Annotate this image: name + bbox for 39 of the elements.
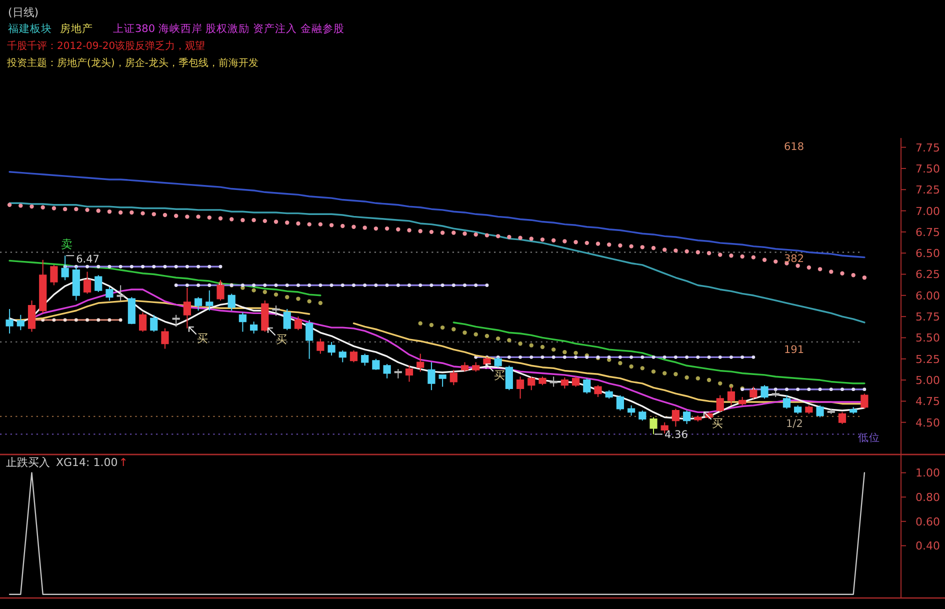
y-tick-label: 7.50 [916,162,940,176]
y-tick-label: 0.80 [916,491,940,504]
y-tick-label: 7.00 [916,204,940,218]
y-tick-label: 5.00 [916,374,940,388]
y-tick-label: 5.25 [916,352,940,366]
text: XG14: 1.00 [56,456,118,469]
y-tick-label: 7.25 [916,184,940,197]
text: 福建板块 [8,22,52,35]
annotation: 618 [784,141,804,153]
y-tick-label: 5.75 [916,310,940,324]
annotation: 382 [784,253,804,265]
annotation: 买 [712,417,723,430]
text: 6.47 [76,254,100,266]
chart-title: (日线) [8,6,39,19]
chart-title: 止跌买入 [6,456,50,469]
y-tick-label: 4.50 [916,416,940,430]
annotation: 买 [276,333,287,346]
y-tick-label: 7.75 [916,141,940,154]
text: 上证380 海峡西岸 股权激励 资产注入 金融参股 [113,22,344,35]
annotation: 买 [494,369,505,382]
text: 千股千评：2012-09-20该股反弹乏力，观望 [7,40,206,52]
ref-line-label: 低位 [858,432,880,444]
y-tick-label: 1.00 [916,466,940,480]
annotation: 1/2 [786,418,803,430]
y-tick-label: 4.75 [916,395,940,408]
annotation: 191 [784,344,804,356]
annotation: 买 [197,332,208,345]
y-tick-label: 6.00 [916,289,940,302]
y-tick-label: 0.40 [916,540,940,553]
y-tick-label: 6.50 [916,247,940,260]
text: 房地产 [60,22,93,35]
text: 4.36 [664,429,688,442]
y-tick-label: 5.50 [916,332,940,345]
text: 投资主题：房地产(龙头)，房企-龙头，季包线，前海开发 [6,57,258,69]
annotation: ↑ [118,456,128,469]
y-tick-label: 0.60 [916,515,940,528]
y-tick-label: 6.25 [916,268,940,282]
annotation: 卖 [61,237,73,251]
y-tick-label: 6.75 [916,226,940,239]
